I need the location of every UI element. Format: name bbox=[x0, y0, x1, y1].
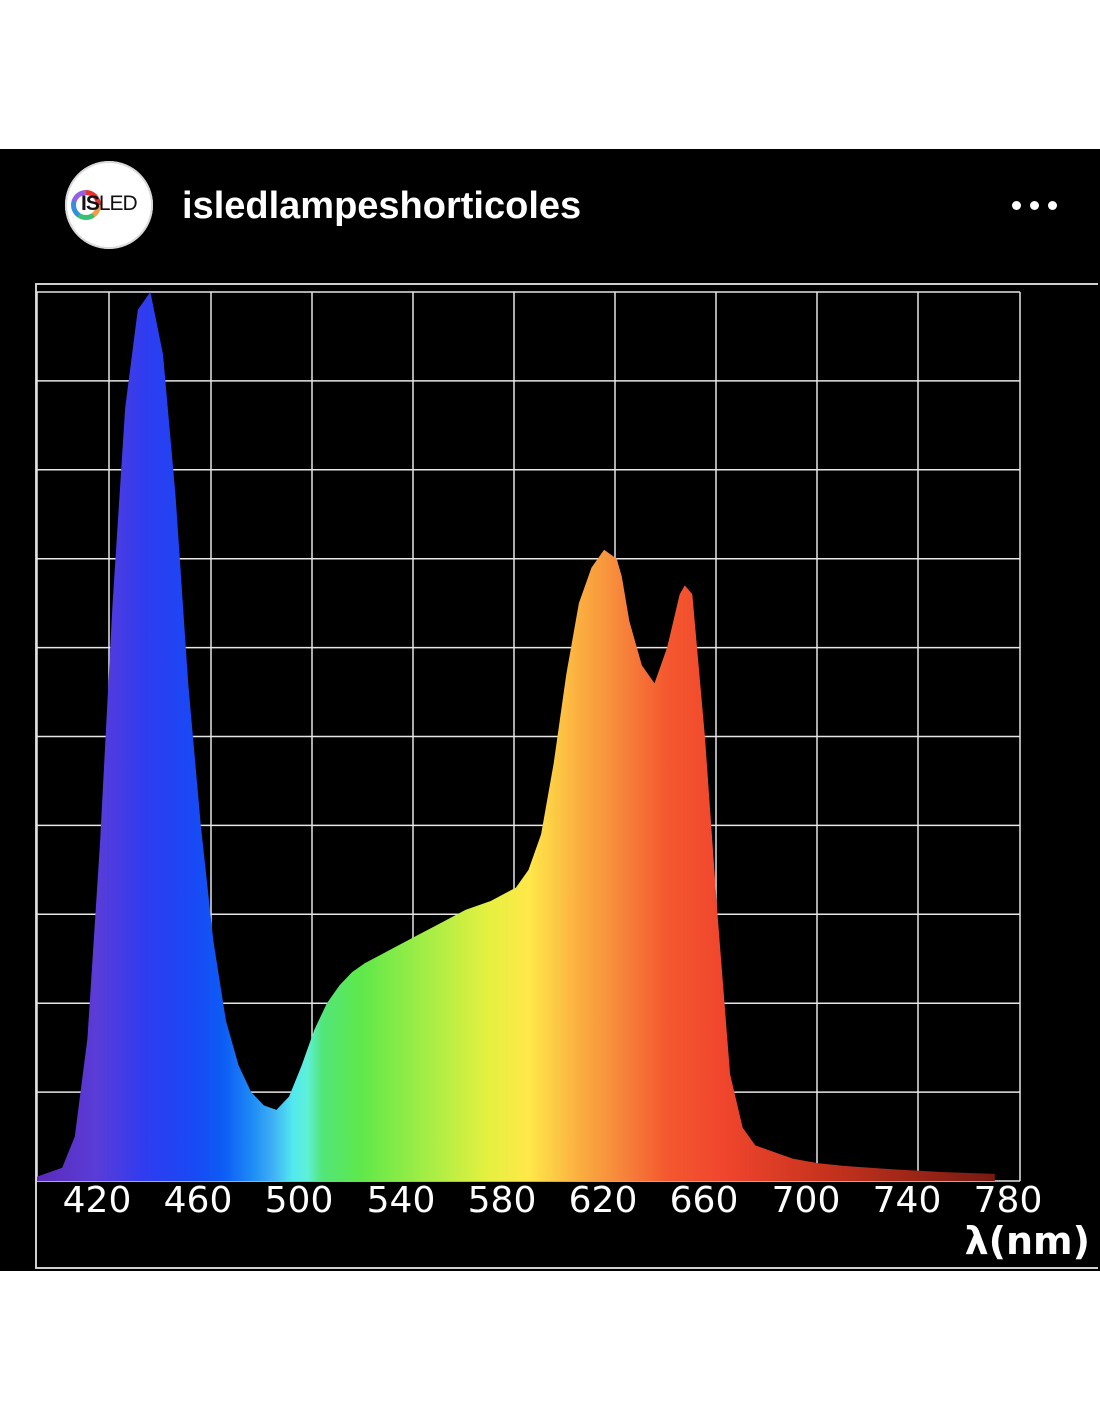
x-tick-label: 660 bbox=[670, 1180, 739, 1221]
x-tick-label: 460 bbox=[164, 1180, 233, 1221]
avatar[interactable]: ISLED bbox=[65, 161, 153, 249]
more-horizontal-icon[interactable] bbox=[1012, 201, 1058, 211]
x-tick-label: 700 bbox=[772, 1180, 841, 1221]
x-tick-label: 620 bbox=[569, 1180, 638, 1221]
x-tick-label: 780 bbox=[974, 1180, 1043, 1221]
x-tick-labels: 420 460 500 540 580 620 660 700 740 780 bbox=[63, 1180, 1043, 1221]
post-header: ISLED isledlampeshorticoles bbox=[0, 149, 1100, 269]
x-tick-label: 500 bbox=[265, 1180, 334, 1221]
avatar-logo: ISLED bbox=[81, 192, 138, 215]
username[interactable]: isledlampeshorticoles bbox=[182, 185, 582, 227]
x-tick-label: 580 bbox=[468, 1180, 537, 1221]
spectrum-area bbox=[37, 292, 995, 1181]
logo-ring-icon bbox=[71, 190, 101, 220]
x-axis-label: λ(nm) bbox=[965, 1219, 1090, 1263]
x-tick-label: 420 bbox=[63, 1180, 132, 1221]
x-tick-label: 740 bbox=[873, 1180, 942, 1221]
chart-frame bbox=[35, 283, 1098, 1269]
spectrum-chart: 420 460 500 540 580 620 660 700 740 780 λ(nm) bbox=[36, 291, 1090, 1263]
x-tick-label: 540 bbox=[367, 1180, 436, 1221]
